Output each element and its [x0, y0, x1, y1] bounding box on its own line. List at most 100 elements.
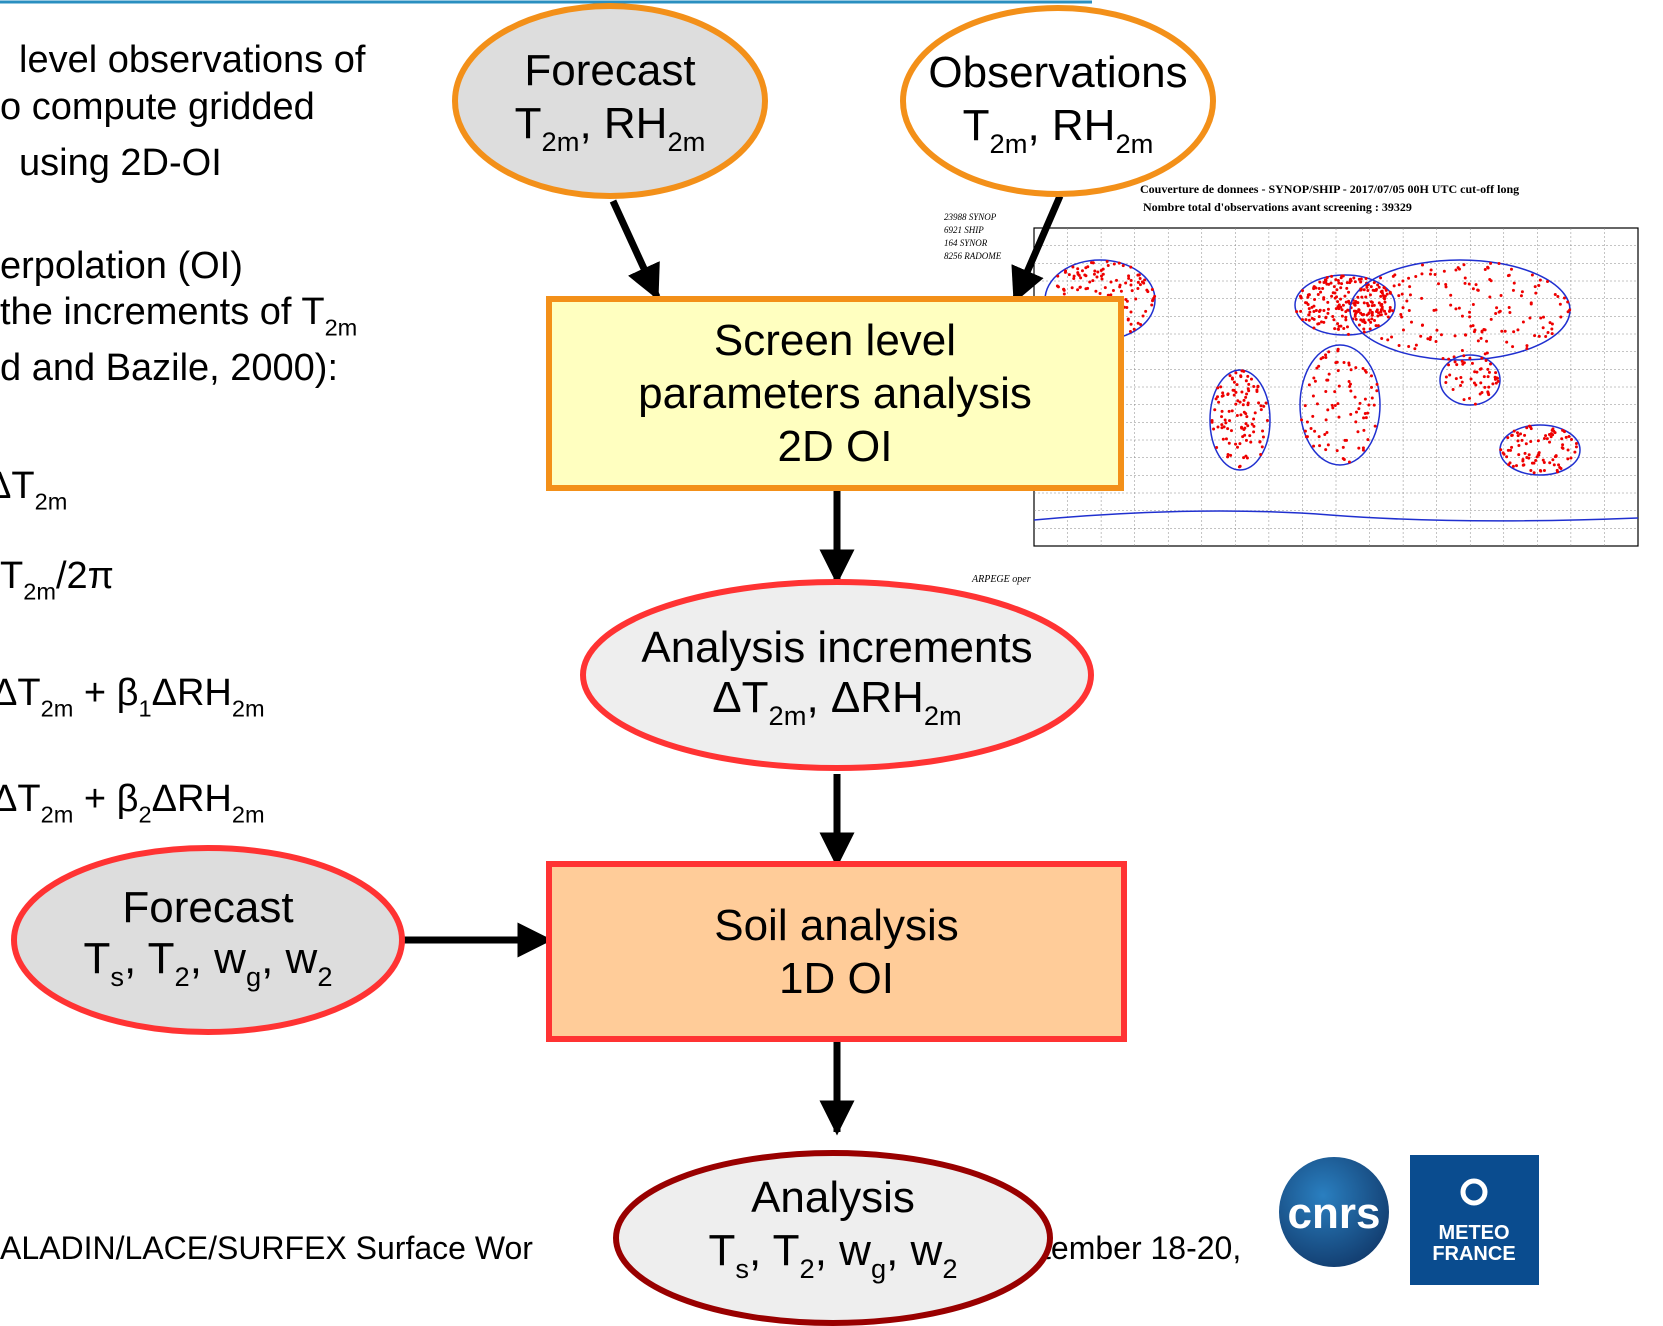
observation-dot	[1104, 286, 1107, 289]
observation-dot	[1373, 281, 1376, 284]
observation-dot	[1520, 294, 1523, 297]
observation-dot	[1224, 419, 1227, 422]
subscript: 2m	[325, 314, 358, 340]
observation-dot	[1231, 376, 1234, 379]
subscript: 2m	[41, 801, 74, 827]
observation-dot	[1318, 315, 1321, 318]
observation-dot	[1384, 312, 1387, 315]
observation-dot	[1127, 274, 1130, 277]
observation-dot	[1511, 345, 1514, 348]
observation-dot	[1068, 273, 1071, 276]
observation-dot	[1429, 273, 1432, 276]
observation-dot	[1407, 345, 1410, 348]
observation-dot	[1550, 327, 1553, 330]
observation-dot	[1543, 461, 1546, 464]
observation-dot	[1376, 383, 1379, 386]
observation-dot	[1480, 357, 1483, 360]
observation-dot	[1304, 404, 1307, 407]
observation-dot	[1472, 303, 1475, 306]
observation-dot	[1345, 287, 1348, 290]
observation-dot	[1079, 276, 1082, 279]
observation-dot	[1499, 310, 1502, 313]
observation-dot	[1517, 453, 1520, 456]
observation-dot	[1220, 415, 1223, 418]
observation-dot	[1327, 443, 1330, 446]
observation-dot	[1357, 447, 1360, 450]
observation-dot	[1402, 306, 1405, 309]
observation-dot	[1494, 312, 1497, 315]
observation-dot	[1327, 350, 1330, 353]
observation-dot	[1523, 434, 1526, 437]
observation-dot	[1566, 301, 1569, 304]
observation-dot	[1261, 430, 1264, 433]
observation-dot	[1247, 383, 1250, 386]
observation-dot	[1299, 295, 1302, 298]
observation-dot	[1254, 411, 1257, 414]
observation-dot	[1355, 411, 1358, 414]
text-run: Analysis	[751, 1173, 915, 1222]
observation-dot	[1096, 271, 1099, 274]
observation-dot	[1531, 273, 1534, 276]
observation-dot	[1308, 311, 1311, 314]
meteo-france-text: METEO	[1438, 1222, 1509, 1244]
observation-dot	[1150, 303, 1153, 306]
observation-dot	[1312, 445, 1315, 448]
observation-dot	[1443, 270, 1446, 273]
observation-dot	[1221, 395, 1224, 398]
observation-dot	[1318, 444, 1321, 447]
observation-dot	[1487, 393, 1490, 396]
text-run: + β	[73, 672, 138, 714]
observation-dot	[1381, 291, 1384, 294]
observation-dot	[1359, 281, 1362, 284]
footer-right: tember 18-20,	[1042, 1230, 1241, 1266]
observation-dot	[1262, 405, 1265, 408]
observation-dot	[1421, 323, 1424, 326]
observation-dot	[1359, 402, 1362, 405]
observation-dot	[1398, 344, 1401, 347]
observation-dot	[1486, 368, 1489, 371]
observation-dot	[1222, 438, 1225, 441]
observation-dot	[1322, 281, 1325, 284]
observation-dot	[1449, 294, 1452, 297]
observation-dot	[1113, 262, 1116, 265]
observation-dot	[1342, 446, 1345, 449]
observation-dot	[1364, 295, 1367, 298]
observation-dot	[1522, 321, 1525, 324]
observation-dot	[1086, 287, 1089, 290]
observation-dot	[1557, 463, 1560, 466]
observation-dot	[1529, 440, 1532, 443]
observation-dot	[1127, 317, 1130, 320]
observation-dot	[1513, 430, 1516, 433]
observation-dot	[1370, 386, 1373, 389]
observation-dot	[1534, 292, 1537, 295]
observation-dot	[1367, 304, 1370, 307]
observation-dot	[1240, 390, 1243, 393]
observation-dot	[1488, 278, 1491, 281]
observation-dot	[1537, 453, 1540, 456]
observation-dot	[1487, 267, 1490, 270]
observation-dot	[1426, 337, 1429, 340]
observation-dot	[1211, 421, 1214, 424]
text-run: 1D OI	[779, 954, 894, 1003]
observation-dot	[1408, 285, 1411, 288]
observation-dot	[1344, 316, 1347, 319]
observation-dot	[1367, 404, 1370, 407]
observation-dot	[1461, 381, 1464, 384]
observation-dot	[1389, 292, 1392, 295]
observation-dot	[1374, 425, 1377, 428]
observation-dot	[1371, 314, 1374, 317]
observation-dot	[1129, 310, 1132, 313]
observation-dot	[1127, 277, 1130, 280]
observation-dot	[1373, 404, 1376, 407]
observation-dot	[1463, 398, 1466, 401]
observation-dot	[1481, 330, 1484, 333]
observation-dot	[1337, 328, 1340, 331]
text-run: Screen level	[714, 316, 956, 365]
observation-dot	[1364, 398, 1367, 401]
observation-dot	[1461, 349, 1464, 352]
observation-dot	[1335, 288, 1338, 291]
observation-dot	[1330, 295, 1333, 298]
observation-dot	[1525, 442, 1528, 445]
observation-dot	[1390, 335, 1393, 338]
map-subtitle: Nombre total d'observations avant screen…	[1143, 200, 1412, 214]
